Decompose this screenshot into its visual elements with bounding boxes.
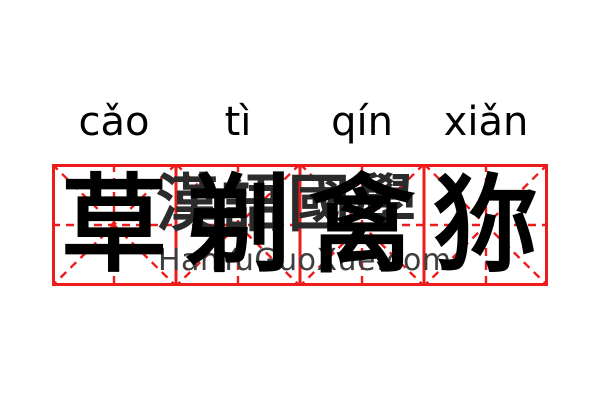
pinyin-syllable-2: tì <box>224 99 252 145</box>
watermark-cjk-text: 漢語國學 <box>156 167 421 240</box>
pinyin-row: cǎo tì qín xiǎn <box>52 98 548 146</box>
hanzi-char-2: 剃 <box>185 162 291 287</box>
watermark-site-text: HanYuGuoXue.com <box>158 243 452 278</box>
hanzi-char-3: 禽 <box>309 162 415 287</box>
pinyin-syllable-3: qín <box>331 99 393 145</box>
hanzi-row: 草 剃 禽 狝 <box>52 164 548 286</box>
mizige-grid-lines-icon <box>52 164 548 286</box>
mizige-grid <box>52 164 548 286</box>
pinyin-syllable-1: cǎo <box>78 99 150 145</box>
hanzi-char-4: 狝 <box>433 162 539 287</box>
pinyin-syllable-4: xiǎn <box>443 99 529 145</box>
hanzi-char-1: 草 <box>61 162 167 287</box>
